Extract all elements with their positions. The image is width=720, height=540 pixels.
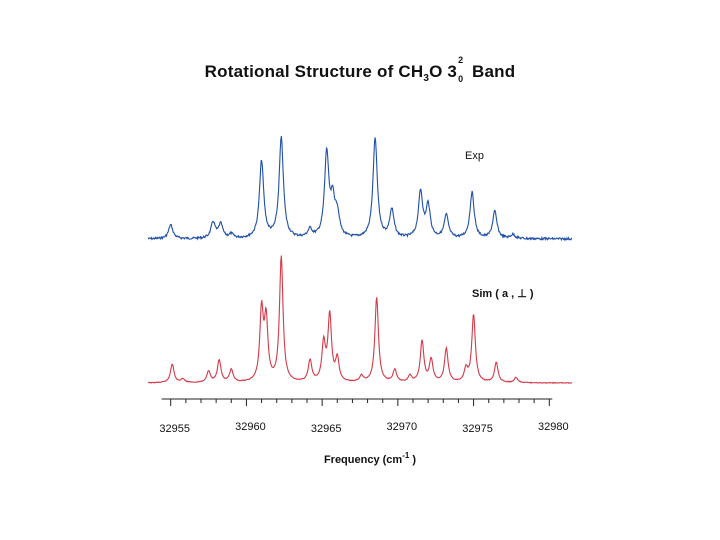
exp-peak-6: [309, 230, 311, 232]
x-tick-label: 32980: [538, 421, 569, 433]
x-axis-title: Frequency (cm-1 ): [324, 451, 416, 466]
x-tick-label: 32975: [462, 423, 493, 435]
x-tick-label: 32955: [159, 423, 190, 435]
series-label-sim: Sim ( a , ⊥ ): [472, 288, 534, 300]
x-tick-label: 32960: [235, 421, 266, 433]
x-tick-label: 32965: [311, 423, 342, 435]
sim-peak-19: [465, 369, 467, 371]
x-axis: 32955 32960 32965 32970 32975 32980: [159, 398, 569, 435]
exp-peak-9: [336, 216, 338, 218]
sim-trace-group: [147, 255, 573, 384]
series-line-exp: [147, 136, 573, 242]
exp-trace-group: [147, 136, 573, 242]
exp-peak-8: [332, 204, 334, 206]
series-line-sim: [147, 255, 573, 384]
series-label-exp: Exp: [465, 150, 484, 162]
x-tick-label: 32970: [387, 421, 418, 433]
